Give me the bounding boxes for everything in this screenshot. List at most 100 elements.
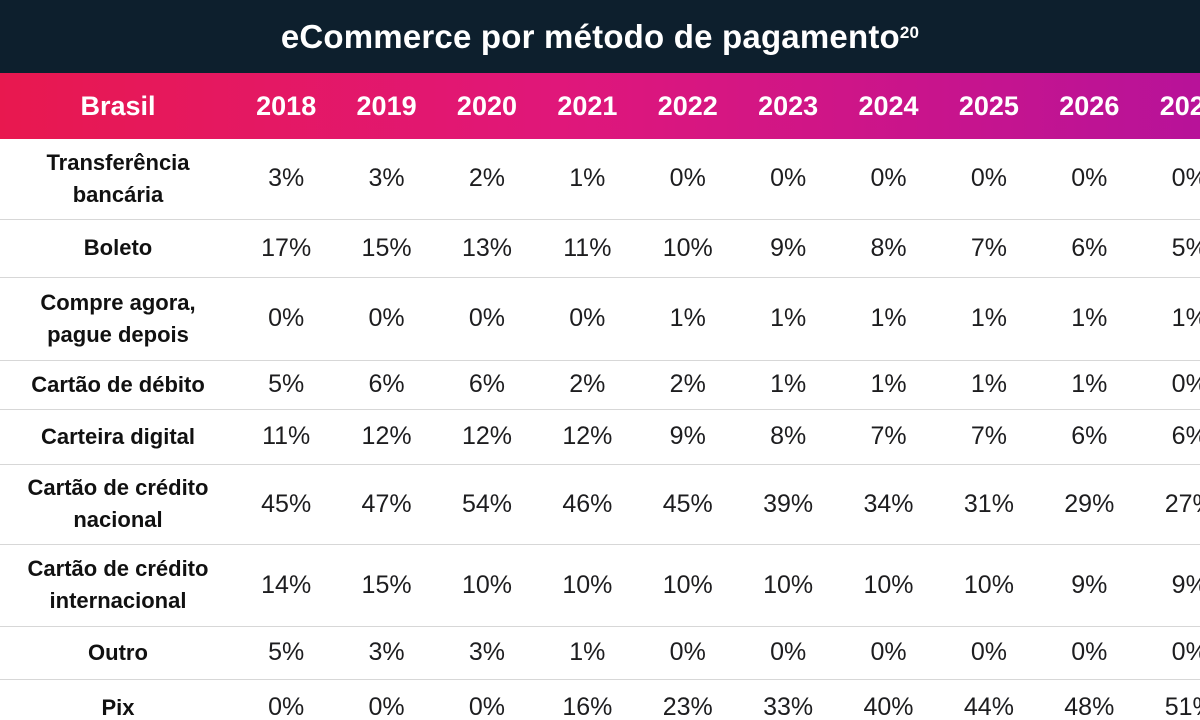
value-cell: 0% — [1039, 626, 1140, 680]
value-cell: 9% — [1139, 544, 1200, 627]
value-cell: 15% — [336, 219, 437, 278]
value-cell: 2% — [436, 139, 538, 220]
value-cell: 0% — [436, 277, 538, 361]
value-cell: 17% — [235, 219, 337, 278]
value-cell: 45% — [235, 464, 337, 545]
value-cell: 1% — [1039, 277, 1140, 361]
table-row: Transferência bancária 3% 3% 2% 1% 0% 0% 0% 0% 0% 0… — [0, 139, 1200, 220]
value-cell: 40% — [863, 693, 914, 720]
value-cell: 5% — [1139, 219, 1200, 278]
value-cell: 7% — [838, 409, 939, 465]
value-cell: 1% — [838, 277, 939, 361]
value-cell: 33% — [763, 693, 814, 720]
row-label-line: Outro — [88, 639, 148, 665]
value-cell: 0% — [537, 277, 638, 361]
value-cell: 6% — [1039, 409, 1140, 465]
value-cell: 6% — [336, 360, 437, 410]
value-cell: 46% — [537, 464, 638, 545]
value-cell: 8% — [737, 409, 839, 465]
row-label: Cartão de crédito internacional — [0, 544, 236, 627]
value-cell: 3% — [336, 626, 437, 680]
value-cell: 29% — [1039, 464, 1140, 545]
value-cell: 0% — [737, 626, 839, 680]
value-cell: 34% — [838, 464, 939, 545]
value-cell: 9% — [737, 219, 839, 278]
year-header-2024: 2024 — [858, 90, 919, 121]
row-label: Outro — [0, 626, 236, 680]
row-label: Pix — [0, 679, 236, 720]
value-cell: 0% — [468, 693, 506, 720]
row-label-line: Cartão de débito — [31, 371, 205, 397]
value-cell: 0% — [1039, 139, 1140, 220]
row-label: Carteira digital — [0, 409, 236, 465]
year-header-2027: 2027 — [1159, 90, 1200, 121]
value-cell: 8% — [838, 219, 939, 278]
table-row: Pix 0% 0% 0% 16% 23% 33% 40% 44% 48% 51% — [0, 679, 1200, 720]
year-header-2018: 2018 — [256, 90, 317, 121]
year-header-2019: 2019 — [356, 90, 417, 121]
table-row: Boleto 17%15%13%11%10%9%8%7%6%5% — [0, 219, 1200, 278]
value-cell: 6% — [1039, 219, 1140, 278]
value-cell: 2% — [537, 360, 638, 410]
value-cell: 27% — [1139, 464, 1200, 545]
value-cell: 12% — [537, 409, 638, 465]
value-cell: 3% — [336, 139, 437, 220]
value-cell: 45% — [637, 464, 738, 545]
value-cell: 5% — [235, 360, 337, 410]
value-cell: 11% — [537, 219, 638, 278]
value-cell: 12% — [436, 409, 538, 465]
value-cell: 10% — [537, 544, 638, 627]
year-header-2025: 2025 — [958, 90, 1019, 121]
value-cell: 0% — [737, 139, 839, 220]
row-label-line: Pix — [101, 694, 135, 720]
value-cell: 1% — [1039, 360, 1140, 410]
table-row: Cartão de crédito internacional 14% 15% 10% 1… — [0, 544, 1200, 627]
value-cell: 48% — [1064, 693, 1115, 720]
value-cell: 6% — [436, 360, 538, 410]
value-cell: 3% — [436, 626, 538, 680]
row-label: Boleto — [0, 219, 236, 278]
value-cell: 0% — [1139, 139, 1200, 220]
value-cell: 31% — [938, 464, 1040, 545]
value-cell: 44% — [963, 693, 1014, 720]
row-label-line: Transferência — [46, 149, 190, 175]
value-cell: 10% — [938, 544, 1040, 627]
chart-title: eCommerce por método de pagamento — [280, 17, 900, 55]
value-cell: 10% — [838, 544, 939, 627]
value-cell: 9% — [637, 409, 738, 465]
value-cell: 12% — [336, 409, 437, 465]
table-body: Transferência bancária 3% 3% 2% 1% 0% 0% 0% 0% 0% 0… — [0, 139, 1200, 720]
value-cell: 47% — [336, 464, 437, 545]
value-cell: 54% — [436, 464, 538, 545]
row-label-line: Boleto — [83, 235, 153, 260]
value-cell: 9% — [1039, 544, 1140, 627]
row-label-line: bancária — [72, 181, 164, 207]
value-cell: 13% — [436, 219, 538, 278]
value-cell: 10% — [737, 544, 839, 627]
row-label: Cartão de crédito nacional — [0, 464, 236, 545]
value-cell: 0% — [938, 626, 1040, 680]
year-header-2020: 2020 — [456, 90, 517, 121]
year-header-2022: 2022 — [657, 90, 718, 121]
row-label-line: Cartão de crédito — [27, 556, 209, 581]
value-cell: 0% — [368, 693, 405, 720]
value-cell: 10% — [637, 219, 738, 278]
value-cell: 14% — [235, 544, 337, 627]
value-cell: 0% — [1139, 626, 1200, 680]
value-cell: 11% — [235, 409, 337, 465]
value-cell: 7% — [938, 219, 1040, 278]
value-cell: 10% — [436, 544, 538, 627]
year-header-2023: 2023 — [758, 90, 819, 121]
row-label-line: Carteira digital — [40, 423, 196, 449]
value-cell: 2% — [637, 360, 738, 410]
value-cell: 0% — [637, 626, 738, 680]
value-cell: 51% — [1164, 693, 1200, 720]
row-label-line: Compre agora, — [40, 289, 196, 315]
row-header-cell: Brasil — [80, 90, 156, 121]
row-label-line: nacional — [73, 507, 163, 532]
value-cell: 0% — [268, 693, 305, 720]
value-cell: 5% — [235, 626, 337, 680]
value-cell: 1% — [1139, 277, 1200, 361]
